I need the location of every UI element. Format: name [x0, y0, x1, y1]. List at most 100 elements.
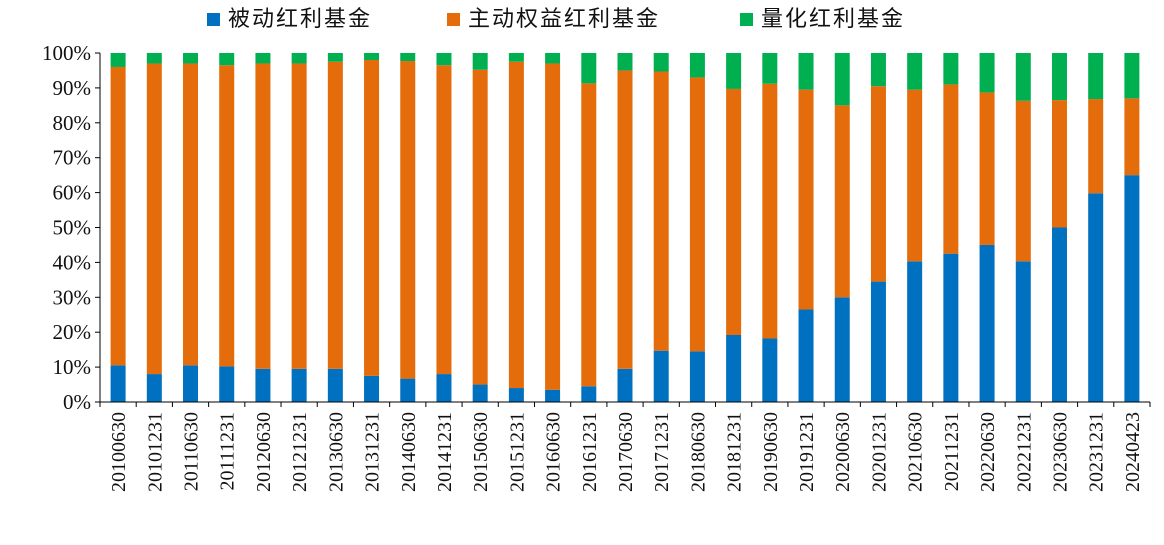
bar-segment-series-1 — [327, 61, 343, 369]
bar-group-20150630 — [472, 53, 488, 402]
bar-segment-series-0 — [545, 389, 561, 402]
bar-group-20181231 — [726, 53, 742, 402]
legend-item-2: 量化红利基金 — [740, 7, 903, 32]
bar-segment-series-2 — [472, 53, 488, 70]
x-tick-label: 20100630 — [108, 412, 130, 492]
bar-segment-series-1 — [436, 65, 452, 375]
bar-segment-series-2 — [689, 53, 705, 78]
bar-group-20160630 — [545, 53, 561, 402]
bar-group-20101231 — [146, 53, 162, 402]
bar-segment-series-1 — [255, 63, 271, 369]
bar-segment-series-0 — [146, 374, 162, 402]
bar-group-20170630 — [617, 53, 633, 402]
bar-segment-series-2 — [943, 53, 959, 85]
bar-segment-series-2 — [798, 53, 814, 90]
y-tick-label: 80% — [53, 111, 92, 135]
bar-group-20230630 — [1051, 53, 1067, 402]
bar-segment-series-1 — [870, 86, 886, 282]
y-tick-label: 90% — [53, 76, 92, 100]
bar-group-20100630 — [110, 53, 126, 402]
x-tick-label: 20240423 — [1122, 412, 1144, 492]
x-tick-label: 20180630 — [687, 412, 709, 492]
bar-segment-series-2 — [762, 53, 778, 84]
x-tick-label: 20221231 — [1013, 412, 1035, 492]
bar-group-20231231 — [1088, 53, 1104, 402]
x-tick-label: 20150630 — [470, 412, 492, 492]
bar-segment-series-2 — [183, 53, 199, 64]
legend-swatch — [207, 13, 220, 26]
x-tick-label: 20181231 — [724, 412, 746, 492]
bar-segment-series-1 — [617, 70, 633, 369]
bar-segment-series-0 — [689, 351, 705, 402]
bar-segment-series-2 — [364, 53, 380, 60]
bar-group-20121231 — [291, 53, 307, 402]
bar-segment-series-2 — [1088, 53, 1104, 100]
bar-group-20171231 — [653, 53, 669, 402]
x-tick-label: 20130630 — [325, 412, 347, 492]
bar-segment-series-0 — [943, 253, 959, 402]
bar-group-20180630 — [689, 53, 705, 402]
bar-segment-series-1 — [979, 92, 995, 245]
bar-segment-series-1 — [1015, 100, 1031, 262]
bar-group-20111231 — [219, 53, 235, 402]
bar-segment-series-1 — [1124, 98, 1140, 176]
bar-group-20161231 — [581, 53, 597, 402]
bar-group-20240423 — [1124, 53, 1140, 402]
legend-label: 被动红利基金 — [228, 7, 372, 32]
bar-segment-series-0 — [1124, 175, 1140, 402]
bar-segment-series-1 — [364, 59, 380, 376]
bar-group-20190630 — [762, 53, 778, 402]
bar-segment-series-1 — [689, 77, 705, 352]
bar-group-20211231 — [943, 53, 959, 402]
legend-swatch — [447, 13, 460, 26]
x-axis: 20100630 20101231 20110630 20111231 20120630… — [99, 401, 1151, 492]
x-tick-label: 20190630 — [760, 412, 782, 492]
bar-group-20151231 — [508, 53, 524, 402]
bar-segment-series-1 — [291, 63, 307, 369]
x-tick-label: 20220630 — [977, 412, 999, 492]
bar-segment-series-2 — [400, 53, 416, 62]
x-tick-label: 20121231 — [289, 412, 311, 492]
bar-group-20130630 — [327, 53, 343, 402]
bar-segment-series-1 — [834, 105, 850, 298]
y-tick-label: 60% — [53, 181, 92, 205]
bar-segment-series-0 — [291, 368, 307, 402]
bar-segment-series-2 — [979, 53, 995, 93]
bar-segment-series-0 — [400, 378, 416, 402]
bar-segment-series-0 — [1015, 261, 1031, 402]
legend-swatch — [740, 13, 753, 26]
bar-segment-series-1 — [508, 61, 524, 389]
bar-segment-series-2 — [146, 53, 162, 64]
x-tick-label: 20191231 — [796, 412, 818, 492]
bar-group-20200630 — [834, 53, 850, 402]
x-tick-label: 20131231 — [362, 412, 384, 492]
bar-segment-series-1 — [219, 65, 235, 367]
bar-segment-series-1 — [943, 84, 959, 254]
bar-segment-series-1 — [1088, 99, 1104, 194]
x-tick-label: 20201231 — [868, 412, 890, 492]
x-tick-label: 20210630 — [905, 412, 927, 492]
bar-segment-series-2 — [870, 53, 886, 87]
bar-segment-series-2 — [581, 53, 597, 84]
bar-segment-series-1 — [762, 83, 778, 339]
bar-segment-series-2 — [1051, 53, 1067, 101]
bar-segment-series-1 — [581, 83, 597, 387]
bar-segment-series-0 — [653, 350, 669, 402]
bar-segment-series-2 — [255, 53, 271, 64]
bar-segment-series-1 — [545, 63, 561, 390]
bar-group-20201231 — [870, 53, 886, 402]
bar-segment-series-2 — [545, 53, 561, 64]
legend-item-1: 主动权益红利基金 — [447, 7, 658, 32]
bar-segment-series-2 — [617, 53, 633, 71]
bar-segment-series-1 — [146, 63, 162, 375]
bar-segment-series-0 — [364, 375, 380, 402]
bar-segment-series-0 — [762, 338, 778, 402]
bar-segment-series-0 — [255, 368, 271, 402]
bars — [110, 53, 1140, 402]
y-tick-label: 10% — [53, 355, 92, 379]
x-tick-label: 20141231 — [434, 412, 456, 492]
bar-group-20221231 — [1015, 53, 1031, 402]
bar-segment-series-2 — [219, 53, 235, 66]
bar-segment-series-0 — [219, 366, 235, 402]
